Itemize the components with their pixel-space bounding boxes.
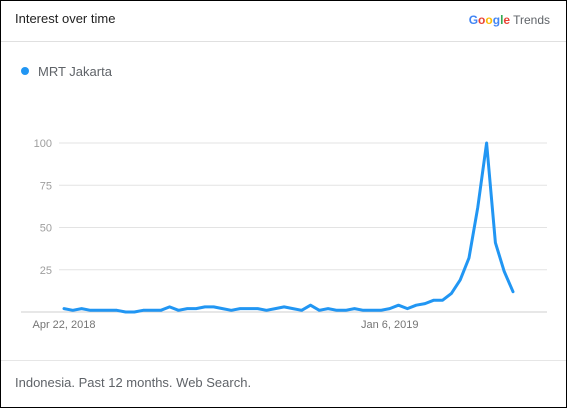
y-tick-label: 25 [40,265,52,277]
data-point [309,304,311,306]
data-point [151,309,153,311]
data-point [468,257,470,259]
line-chart[interactable]: 25 50 75 100 Apr 22, 2018 Jan 6, 2019 [1,1,566,359]
data-point [397,304,399,306]
data-point [301,309,303,311]
data-point [204,306,206,308]
data-point [186,307,188,309]
data-point [371,309,373,311]
y-tick-label: 75 [40,180,52,192]
data-point [89,309,91,311]
data-point [221,307,223,309]
x-tick-label: Jan 6, 2019 [361,319,419,331]
data-point [124,311,126,313]
data-point [512,291,514,293]
y-tick-label: 100 [34,138,52,150]
data-point [380,309,382,311]
data-point [239,307,241,309]
google-letter: G [468,13,479,27]
data-point [230,309,232,311]
data-point [485,142,487,144]
data-point [424,302,426,304]
data-point [336,309,338,311]
data-point [389,307,391,309]
data-point [107,309,109,311]
legend-series-dot-icon [21,67,29,75]
data-point [248,307,250,309]
data-point [142,309,144,311]
data-point [98,309,100,311]
data-point [195,307,197,309]
data-point [477,206,479,208]
card-footer: Indonesia. Past 12 months. Web Search. [1,360,566,408]
data-point [160,309,162,311]
data-point [177,309,179,311]
google-letter: o [478,13,486,27]
legend-series-label: MRT Jakarta [38,63,112,79]
data-point [274,307,276,309]
data-point [441,299,443,301]
card-title: Interest over time [15,11,116,26]
data-point [362,309,364,311]
google-letter: g [492,13,501,27]
google-letter: l [500,13,504,27]
data-point [318,309,320,311]
data-point [353,307,355,309]
data-point [406,307,408,309]
data-point [327,307,329,309]
data-point [415,304,417,306]
data-point [257,307,259,309]
data-point [133,311,135,313]
data-point [80,307,82,309]
series-line-mrt-jakarta [62,141,515,314]
data-point [433,299,435,301]
google-wordmark: Google [469,13,510,27]
y-tick-label: 50 [40,223,52,235]
data-point [168,306,170,308]
footer-caption: Indonesia. Past 12 months. Web Search. [15,375,252,390]
data-point [494,242,496,244]
trends-wordmark: Trends [513,13,550,27]
data-point [116,309,118,311]
data-point [63,307,65,309]
data-point [292,307,294,309]
x-tick-label: Apr 22, 2018 [33,319,96,331]
chart-legend: MRT Jakarta [21,63,112,79]
card-header: Interest over time Google Trends [1,1,566,42]
google-letter: o [485,13,493,27]
data-point [283,306,285,308]
data-point [503,270,505,272]
data-point [459,279,461,281]
data-point [450,292,452,294]
data-point [265,309,267,311]
data-point [345,309,347,311]
google-letter: e [503,13,511,27]
google-trends-logo[interactable]: Google Trends [469,13,550,27]
data-point [213,306,215,308]
data-point [72,309,74,311]
